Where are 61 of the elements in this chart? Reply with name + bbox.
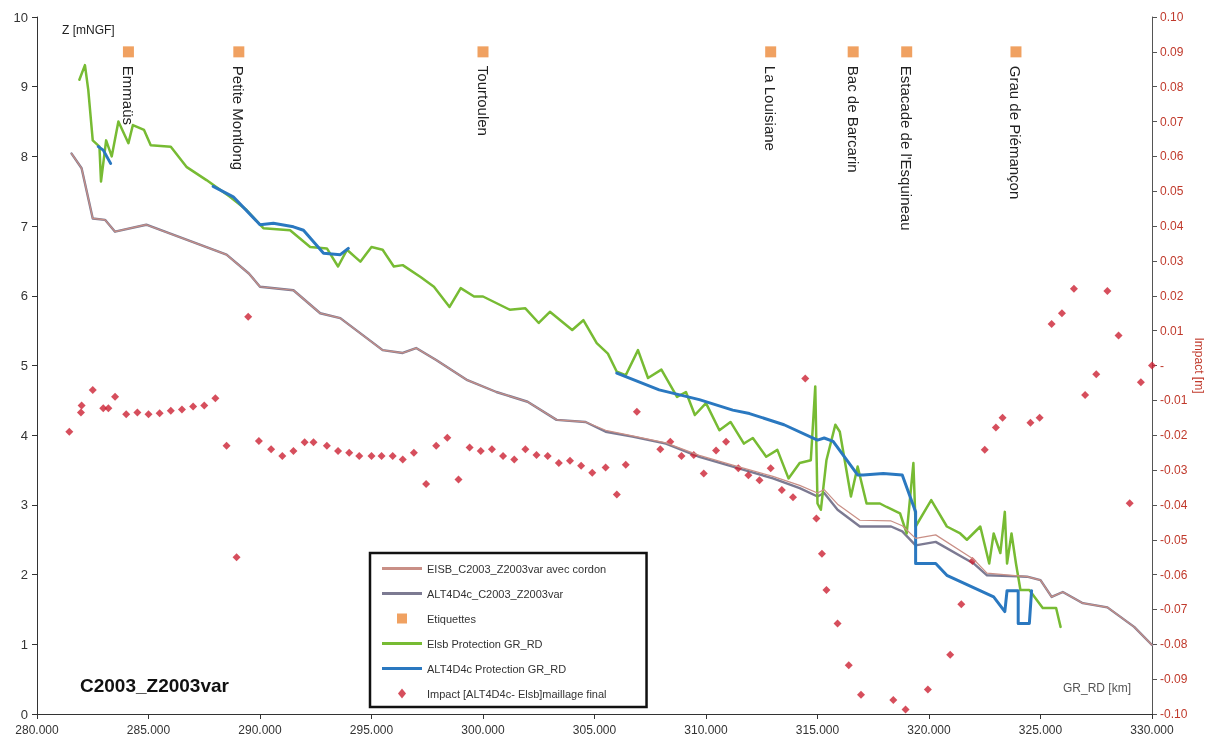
y2-axis-title: Impact [m] — [1192, 337, 1206, 394]
y2-tick-label: 0.09 — [1160, 44, 1184, 59]
y-tick-label: 5 — [20, 358, 28, 373]
y2-tick-label: - — [1160, 358, 1164, 373]
y2-tick-label: -0.05 — [1160, 532, 1188, 547]
y2-tick-label: -0.03 — [1160, 463, 1188, 478]
y2-tick-label: -0.06 — [1160, 567, 1188, 582]
y-tick-label: 0 — [20, 706, 28, 722]
x-tick-label: 305.000 — [572, 723, 617, 737]
annotation: Emmaüs — [119, 65, 137, 126]
x-axis-title: GR_RD [km] — [1063, 681, 1132, 695]
y2-tick-label: 0.03 — [1160, 253, 1184, 268]
line-series — [78, 63, 1062, 629]
annotation: C2003_Z2003var — [80, 675, 230, 696]
y2-tick-label: 0.04 — [1160, 219, 1184, 234]
y2-tick-label: 0.02 — [1160, 288, 1184, 303]
x-tick-label: 295.000 — [349, 723, 394, 737]
y2-tick-label: -0.07 — [1160, 602, 1188, 617]
annotation: Grau de Piémançon — [1007, 65, 1025, 200]
y2-tick-label: -0.02 — [1160, 428, 1188, 443]
y2-tick-label: -0.08 — [1160, 637, 1188, 652]
legend-label: Impact [ALT4D4c- Elsb]maillage final — [427, 687, 607, 700]
x-tick-label: 300.000 — [461, 723, 506, 737]
y-tick-label: 3 — [20, 497, 28, 513]
y2-tick-label: -0.01 — [1160, 393, 1188, 408]
x-tick-label: 280.000 — [15, 723, 60, 737]
annotation: La Louisiane — [762, 65, 780, 151]
y2-tick-label: 0.10 — [1160, 10, 1184, 24]
annotation: Tourtoulen — [474, 65, 492, 136]
y2-tick-label: -0.09 — [1160, 672, 1188, 687]
legend-label: Etiquettes — [427, 612, 477, 625]
x-tick-label: 310.000 — [684, 723, 729, 737]
y-tick-label: 8 — [20, 148, 28, 164]
y2-tick-label: -0.04 — [1160, 497, 1188, 512]
annotation: Estacade de l'Esquineau — [898, 65, 916, 231]
x-tick-label: 325.000 — [1018, 723, 1063, 737]
x-tick-label: 285.000 — [126, 723, 171, 737]
y2-tick-label: 0.06 — [1160, 149, 1184, 164]
y-tick-label: 9 — [20, 79, 28, 95]
y2-tick-label: 0.07 — [1160, 114, 1184, 129]
y-tick-label: 10 — [13, 9, 28, 25]
x-tick-label: 320.000 — [907, 723, 952, 737]
legend-label: EISB_C2003_Z2003var avec cordon — [427, 562, 607, 575]
legend-label: ALT4D4c Protection GR_RD — [427, 662, 567, 675]
y2-tick-label: 0.01 — [1160, 323, 1184, 338]
y-tick-label: 2 — [20, 567, 28, 583]
x-tick-label: 330.000 — [1130, 723, 1175, 737]
y2-tick-label: -0.10 — [1160, 707, 1188, 721]
y-tick-label: 6 — [20, 288, 28, 304]
y2-tick-label: 0.08 — [1160, 79, 1184, 94]
y2-tick-label: 0.05 — [1160, 184, 1184, 199]
annotation: Bac de Barcarin — [844, 65, 862, 173]
y-tick-label: 1 — [20, 636, 28, 652]
x-tick-label: 290.000 — [238, 723, 283, 737]
y-tick-label: 7 — [20, 218, 28, 234]
y-tick-label: 4 — [20, 427, 28, 443]
y-axis-title: Z [mNGF] — [62, 23, 115, 37]
legend-label: Elsb Protection GR_RD — [427, 637, 543, 650]
x-tick-label: 315.000 — [795, 723, 840, 737]
annotation: Petite Montlong — [230, 65, 248, 171]
legend-label: ALT4D4c_C2003_Z2003var — [427, 587, 564, 600]
